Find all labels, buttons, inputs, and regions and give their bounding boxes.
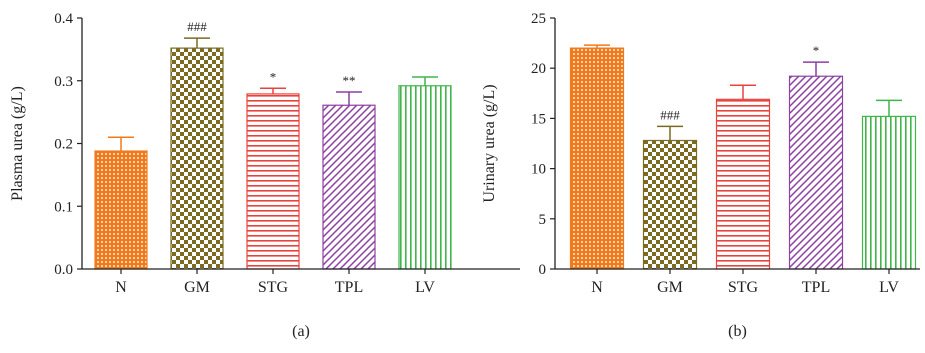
x-tick-label: TPL xyxy=(802,279,830,296)
x-tick-label: N xyxy=(115,279,127,296)
panel-a-chart: N ### GM * STG ** TPL LV 0.0 0.1 0.2 0.3 0.4 Plasma u… xyxy=(9,11,520,340)
y-tick-label: 0.1 xyxy=(54,199,73,215)
bar-n xyxy=(94,150,148,270)
y-tick-label: 10 xyxy=(531,162,546,178)
bar-tpl xyxy=(322,104,376,270)
x-tick-label: LV xyxy=(415,279,435,296)
x-tick-label: GM xyxy=(184,279,210,296)
y-tick-label: 0.2 xyxy=(54,137,73,153)
y-tick-label: 0.0 xyxy=(54,262,73,278)
x-tick-label: LV xyxy=(879,279,899,296)
panel-label: (a) xyxy=(292,323,310,340)
bar-gm xyxy=(642,139,698,270)
y-axis-label: Plasma urea (g/L) xyxy=(9,86,26,201)
y-tick-label: 0.3 xyxy=(54,74,73,90)
x-tick-label: STG xyxy=(728,279,759,296)
bar-n xyxy=(569,47,625,270)
y-tick-label: 0 xyxy=(539,262,547,278)
y-tick-label: 5 xyxy=(539,212,547,228)
y-tick-label: 20 xyxy=(531,61,546,77)
y-tick-label: 15 xyxy=(531,111,546,127)
bar-tpl xyxy=(788,75,844,270)
significance-label: ** xyxy=(343,73,356,88)
bar-gm xyxy=(170,47,224,270)
x-tick-label: N xyxy=(591,279,603,296)
bar-stg xyxy=(715,98,771,270)
x-tick-label: TPL xyxy=(335,279,363,296)
significance-label: * xyxy=(270,69,277,84)
x-tick-label: STG xyxy=(258,279,289,296)
significance-label: * xyxy=(813,43,820,58)
panel-label: (b) xyxy=(728,323,747,340)
y-axis-label: Urinary urea (g/L) xyxy=(481,84,498,202)
bar-lv xyxy=(861,115,917,270)
significance-label: ### xyxy=(660,107,680,122)
bar-stg xyxy=(246,93,300,270)
y-tick-label: 25 xyxy=(531,11,546,27)
panel-b-chart: N ### GM STG * TPL LV 0 5 10 15 20 25 Urinary urea (g… xyxy=(481,11,920,340)
x-tick-label: GM xyxy=(657,279,683,296)
significance-label: ### xyxy=(187,19,207,34)
bar-lv xyxy=(398,85,452,270)
y-tick-label: 0.4 xyxy=(54,11,73,27)
